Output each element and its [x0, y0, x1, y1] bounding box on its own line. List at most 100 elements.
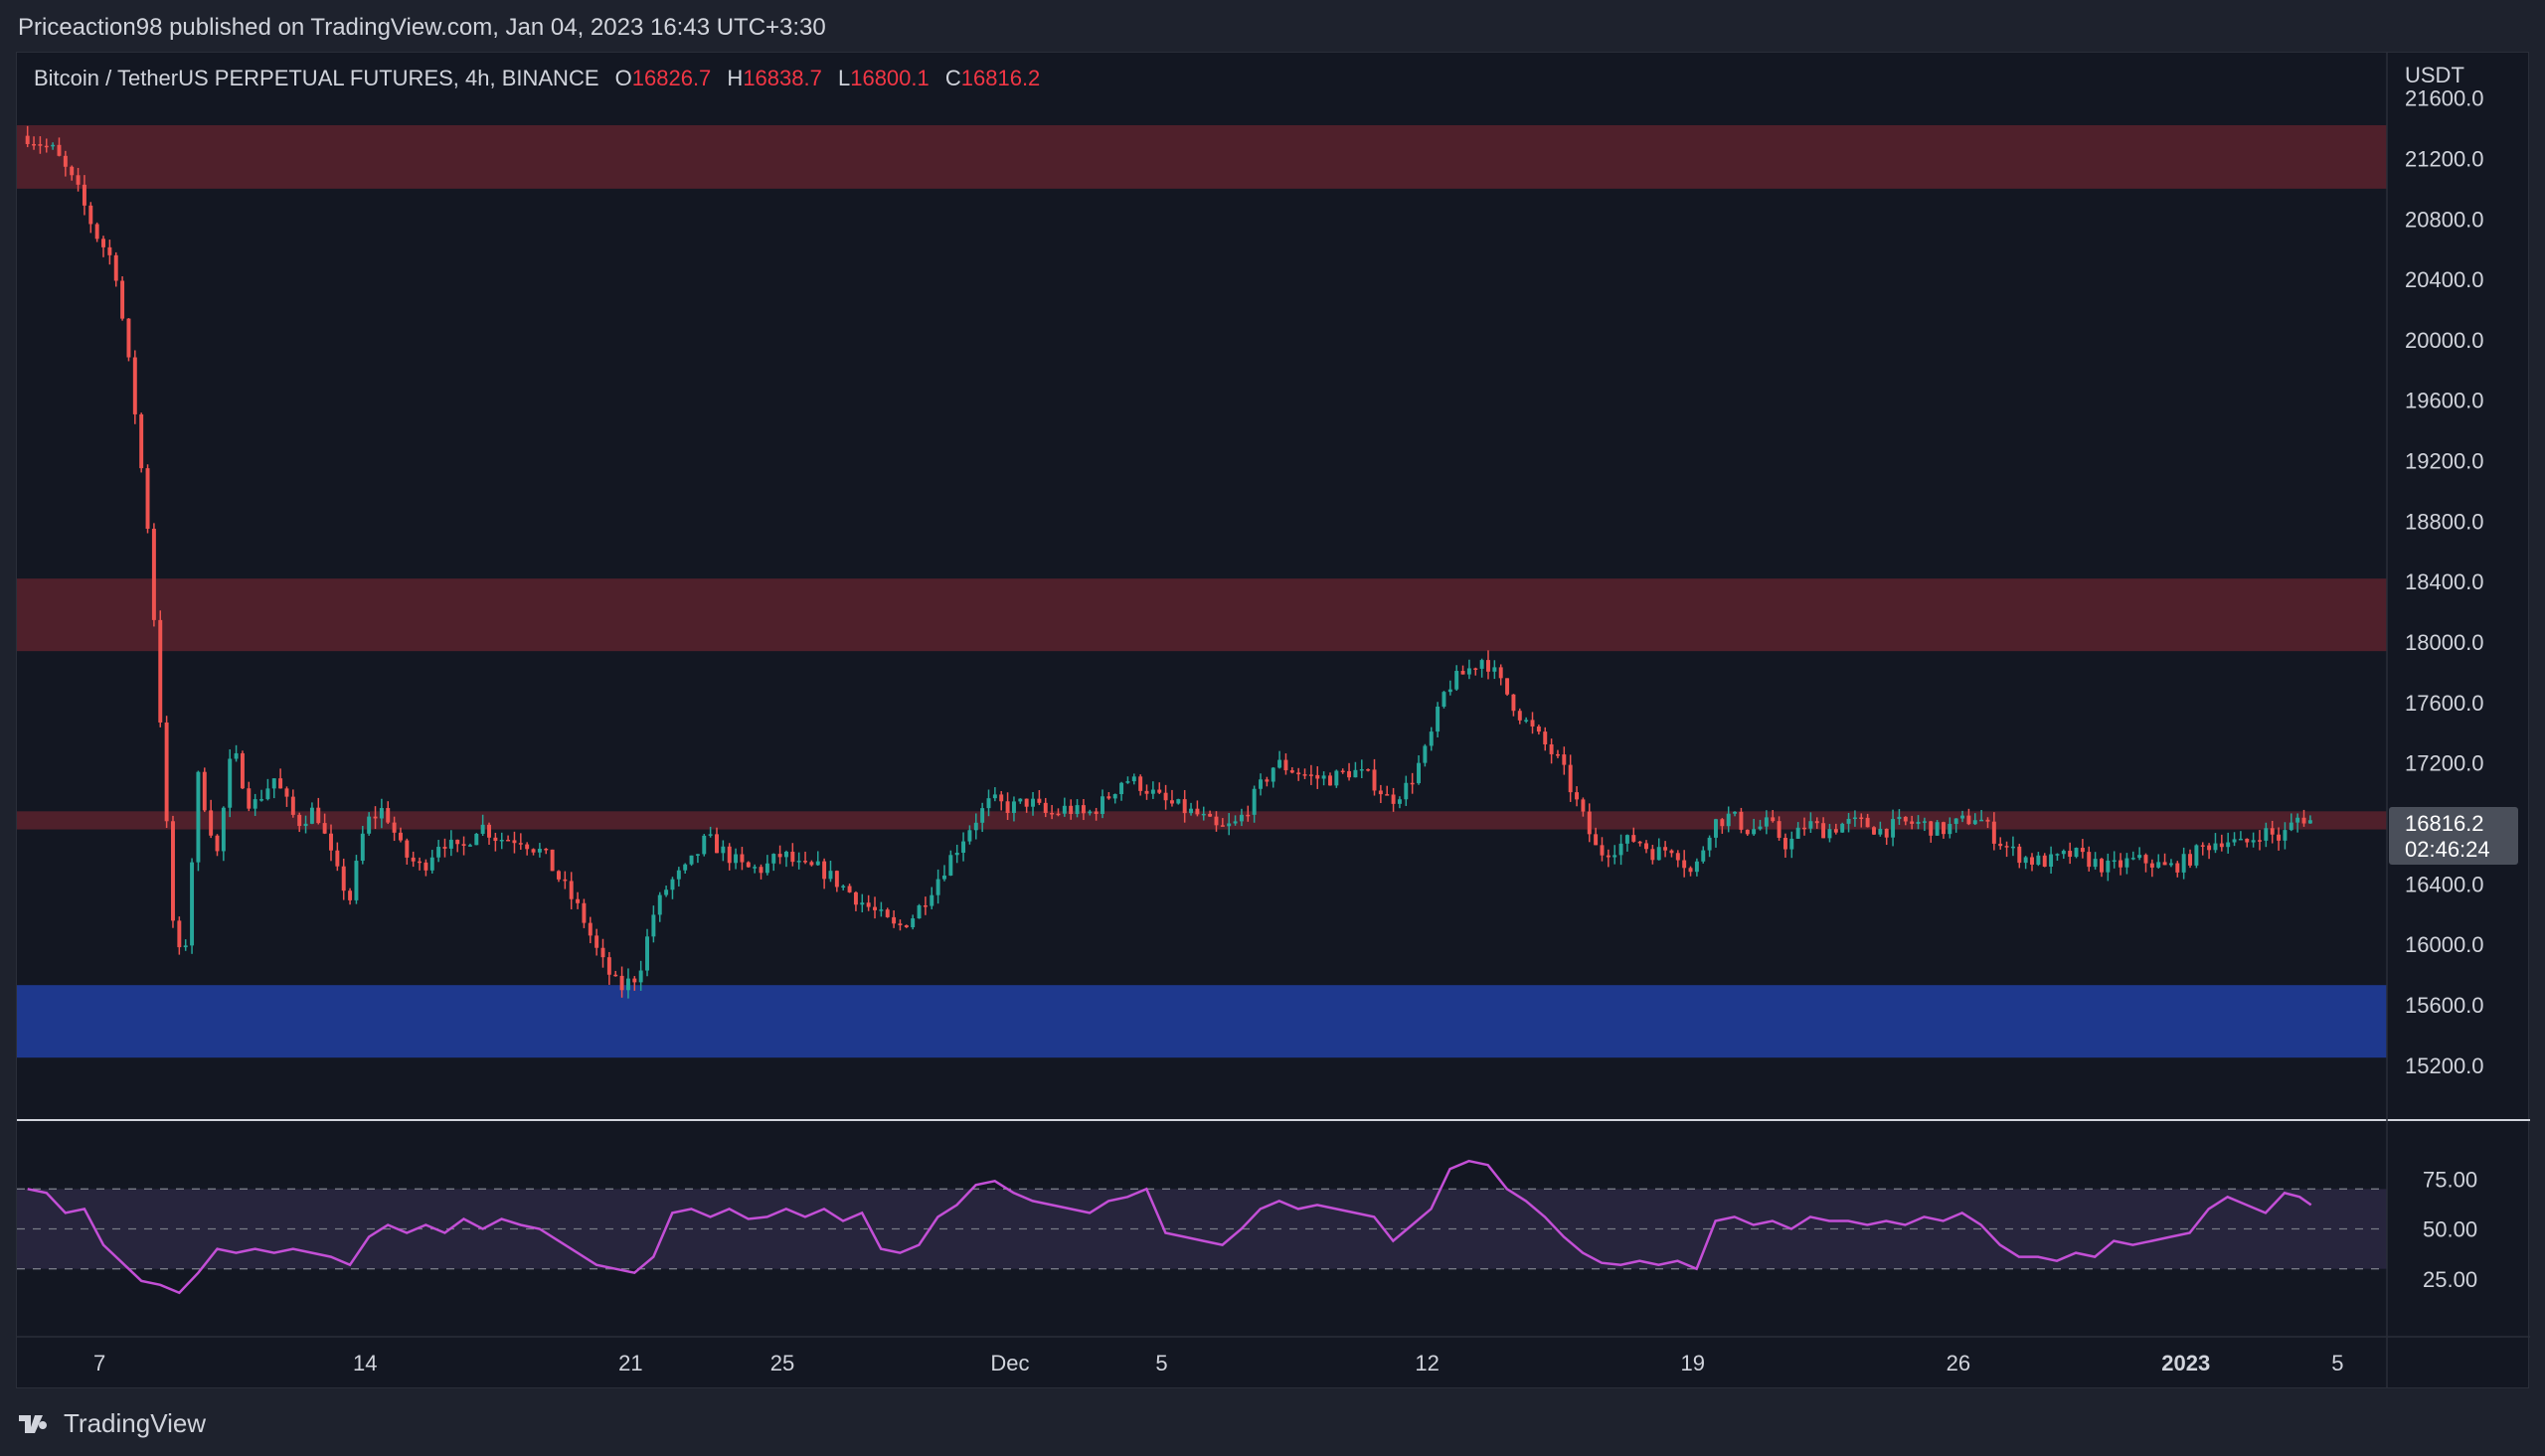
candle-body: [1694, 861, 1699, 873]
candle-body: [1903, 816, 1908, 822]
candle-body: [2049, 854, 2054, 867]
candle-body: [1024, 798, 1029, 807]
tradingview-logo[interactable]: TradingView: [18, 1408, 206, 1439]
last-price-tag: [2389, 807, 2518, 866]
candle-body: [202, 771, 207, 811]
candle-body: [506, 839, 511, 842]
candle-body: [1252, 788, 1257, 815]
candle-body: [841, 886, 846, 888]
candle-body: [1852, 817, 1857, 820]
candle-body: [746, 862, 751, 868]
candle-body: [2270, 828, 2275, 835]
rsi-line: [27, 1159, 2312, 1295]
candle-body: [32, 143, 37, 146]
candle-body: [158, 619, 163, 723]
price-tick-label: 18800.0: [2405, 509, 2484, 534]
candle-body: [885, 909, 890, 917]
candle-body: [398, 832, 403, 841]
candle-body: [777, 854, 782, 858]
price-tick-label: 16000.0: [2405, 932, 2484, 957]
candle-body: [1669, 850, 1674, 854]
candle-body: [2251, 840, 2256, 843]
candle-body: [228, 758, 233, 808]
candle-body: [2137, 855, 2142, 859]
time-tick-label: 14: [353, 1351, 377, 1375]
candle-body: [448, 839, 453, 849]
candle-body: [2238, 838, 2243, 841]
candle-body: [1726, 813, 1731, 827]
candle-body: [1220, 825, 1225, 827]
candle-body: [1131, 776, 1136, 782]
symbol-legend: Bitcoin / TetherUS PERPETUAL FUTURES, 4h…: [34, 66, 1040, 91]
candle-body: [873, 906, 877, 910]
candle-body: [783, 851, 788, 858]
candle-body: [1315, 774, 1320, 779]
candle-body: [2219, 843, 2224, 848]
candle-body: [405, 840, 410, 858]
candle-body: [278, 778, 283, 789]
candle-body: [930, 894, 934, 906]
candle-body: [2194, 845, 2199, 866]
candle-body: [1758, 826, 1763, 830]
candle-body: [1739, 811, 1744, 830]
candle-body: [1587, 811, 1592, 835]
candle-body: [2017, 846, 2022, 864]
candle-body: [1169, 800, 1174, 804]
candle-body: [796, 861, 801, 863]
candle-body: [1436, 707, 1441, 732]
candle-body: [1549, 744, 1554, 754]
candle-body: [2168, 863, 2173, 866]
candle-body: [923, 905, 928, 907]
candle-body: [1682, 860, 1687, 869]
open-value: 16826.7: [631, 66, 712, 90]
candle-body: [120, 280, 125, 319]
candle-body: [1821, 823, 1826, 839]
candle-body: [25, 135, 30, 144]
candle-body: [1637, 841, 1642, 844]
tradingview-brand: TradingView: [64, 1408, 207, 1438]
candle-body: [1675, 853, 1680, 861]
candle-body: [2036, 855, 2041, 865]
candle-body: [1802, 827, 1806, 830]
candle-body: [418, 861, 423, 864]
candle-body: [411, 857, 416, 862]
candle-body: [1789, 838, 1794, 850]
candle-body: [1656, 847, 1661, 861]
candle-body: [1935, 822, 1940, 836]
candle-body: [1618, 843, 1623, 856]
candle-body: [259, 799, 263, 801]
rsi-tick-label: 75.00: [2423, 1167, 2477, 1192]
candle-body: [1479, 660, 1484, 669]
candle-body: [429, 857, 434, 871]
candle-body: [44, 145, 49, 148]
price-axis-unit: USDT: [2405, 63, 2464, 87]
candle-body: [512, 840, 517, 844]
candle-body: [1429, 731, 1434, 746]
candle-body: [1745, 829, 1750, 835]
candle-body: [177, 920, 182, 948]
candle-body: [1208, 813, 1213, 817]
candle-body: [613, 974, 618, 977]
candle-body: [764, 863, 769, 874]
candle-body: [638, 970, 643, 983]
last-price-label: 16816.2: [2405, 811, 2484, 836]
candle-body: [866, 902, 871, 907]
candle-body: [715, 834, 719, 854]
candle-body: [664, 890, 669, 895]
candle-body: [619, 975, 624, 991]
candle-body: [809, 862, 814, 866]
candle-body: [1328, 775, 1332, 786]
chart-frame[interactable]: USDT 21600.0 21200.0 20800.0 20400.0 20000.0 1…: [16, 52, 2530, 1389]
candle-body: [1094, 811, 1099, 814]
candle-body: [518, 843, 523, 845]
candle-body: [2106, 860, 2111, 873]
candle-body: [2245, 838, 2250, 843]
candle-body: [2068, 851, 2073, 858]
candle-body: [708, 834, 713, 836]
candle-body: [1916, 821, 1921, 824]
candle-body: [1150, 789, 1155, 794]
time-tick-label: 12: [1415, 1351, 1439, 1375]
candle-body: [2213, 843, 2218, 851]
publish-info: Priceaction98 published on TradingView.c…: [18, 14, 826, 41]
